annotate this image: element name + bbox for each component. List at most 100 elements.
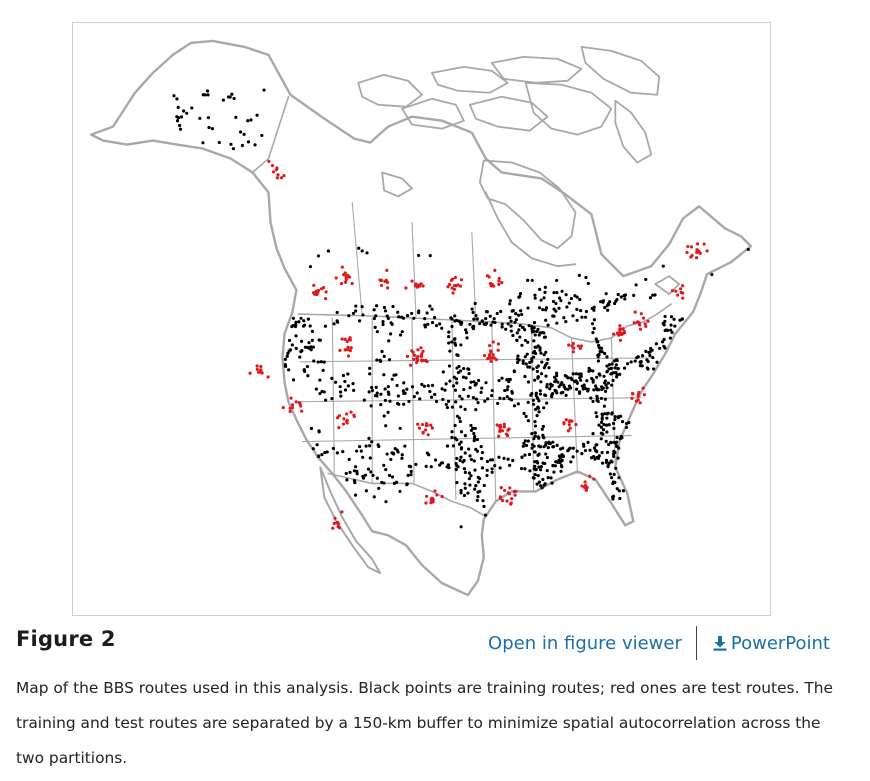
training-route-point [372,316,376,321]
training-route-point [444,382,448,386]
test-routes [248,159,709,530]
training-route-point [262,88,266,92]
training-route-point [384,500,388,504]
training-route-point [533,378,537,382]
training-route-point [508,316,512,320]
training-route-point [459,491,463,495]
training-route-point [595,386,599,391]
test-route-point [340,265,344,269]
training-route-point [523,338,528,343]
test-route-point [686,244,690,249]
training-route-point [521,361,525,365]
arctic-island [524,81,613,136]
training-route-point [569,296,573,301]
training-route-point [644,349,648,353]
training-route-point [440,387,444,391]
training-route-point [605,416,609,420]
training-route-point [335,310,339,315]
training-route-point [307,341,311,345]
training-route-point [423,325,427,329]
alaska-border [251,95,290,174]
training-route-point [537,306,542,310]
training-route-point [454,377,459,381]
test-route-point [451,291,455,295]
training-route-point [484,381,488,385]
training-route-point [541,461,545,465]
training-route-point [604,439,608,443]
test-route-point [429,423,433,427]
training-route-point [538,331,542,335]
test-route-point [571,341,575,346]
training-route-point [551,392,555,396]
test-route-point [488,281,493,286]
test-route-point [497,276,501,280]
figure-image[interactable] [72,22,771,616]
training-route-point [473,301,477,306]
test-route-point [452,287,457,291]
training-route-point [583,448,588,453]
test-route-point [500,498,505,503]
training-route-point [468,454,472,458]
open-figure-viewer-link[interactable]: Open in figure viewer [488,632,682,654]
training-route-point [560,289,564,293]
training-route-point [609,372,613,376]
training-route-point [557,454,562,458]
training-route-point [543,393,547,397]
training-route-point [546,475,550,480]
training-route-point [542,353,546,357]
test-route-point [426,433,430,437]
training-route-point [454,467,458,472]
training-route-point [530,357,534,361]
training-route-point [536,405,540,409]
training-route-point [621,489,626,493]
landmass-outlines [89,39,753,597]
test-route-point [458,284,463,288]
training-route-point [528,360,532,365]
training-route-point [607,423,611,427]
test-route-point [681,284,685,288]
test-route-point [505,499,509,503]
test-route-point [507,427,511,431]
training-route-point [539,351,543,355]
training-route-point [433,458,438,462]
training-route-point [505,395,509,399]
training-route-point [335,319,339,323]
test-route-point [324,290,328,294]
training-route-point [673,324,677,328]
test-route-point [421,284,425,288]
training-route-point [468,483,472,487]
training-route-point [473,383,477,387]
training-route-point [603,412,607,416]
training-route-point [469,380,473,384]
training-route-point [507,379,511,384]
training-route-point [489,323,493,327]
training-route-point [382,373,386,377]
training-route-point [611,452,616,456]
training-route-point [569,376,573,380]
test-route-point [331,526,335,530]
training-route-point [426,384,430,388]
powerpoint-link[interactable]: PowerPoint [711,633,830,654]
training-route-point [541,424,545,429]
training-route-point [555,290,559,295]
training-route-point [430,320,435,325]
training-route-point [426,322,430,326]
training-route-point [594,384,598,388]
test-route-point [412,353,417,357]
training-route-point [221,98,225,102]
training-route-point [485,310,489,314]
training-route-point [574,372,578,376]
training-route-point [612,449,616,453]
test-route-point [502,422,506,426]
training-route-point [662,344,666,348]
training-route-point [519,467,524,471]
training-route-point [552,375,557,379]
test-route-point [641,316,646,320]
test-route-point [294,400,298,404]
training-route-point [518,335,522,339]
training-route-point [622,366,627,370]
training-route-point [490,470,494,474]
training-route-point [316,254,321,258]
training-route-point [536,453,540,457]
test-route-point [256,370,261,374]
